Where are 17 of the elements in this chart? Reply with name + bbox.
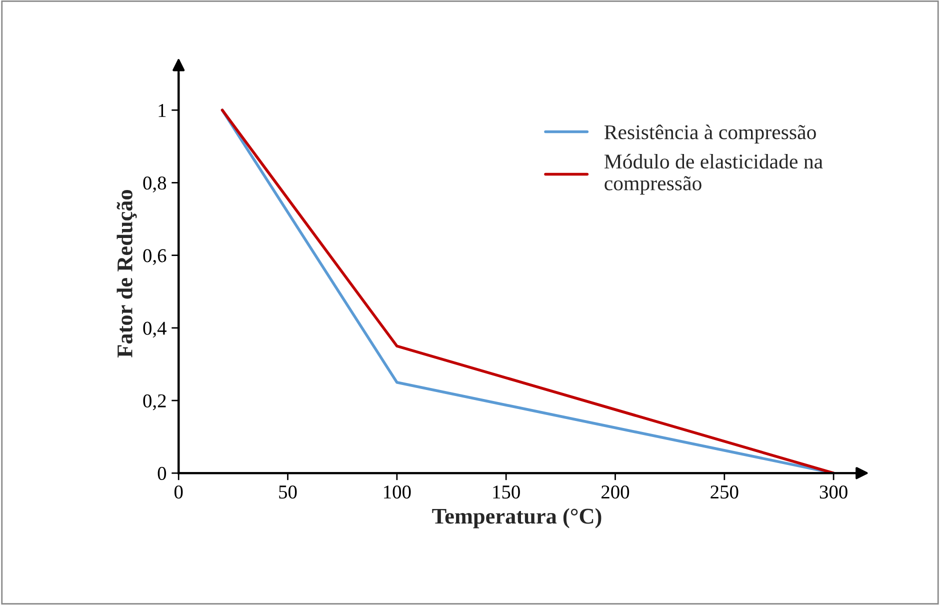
y-tick-label: 0 [158, 466, 166, 480]
y-tick-label: 0,8 [143, 176, 166, 192]
y-tick-label: 0,6 [143, 249, 166, 266]
legend-label: Módulo de elasticidade na compressão [604, 154, 823, 195]
x-tick-label: 150 [493, 485, 520, 499]
y-tick-label: 0,4 [143, 322, 166, 338]
y-tick-label: 0,2 [143, 394, 166, 410]
x-tick-label: 0 [174, 485, 183, 499]
x-tick-label: 300 [820, 485, 848, 499]
y-tick-label: 1 [158, 104, 166, 117]
x-tick-label: 250 [710, 485, 738, 499]
x-tick-label: 200 [602, 485, 630, 499]
x-tick-label: 50 [279, 485, 297, 499]
legend-label: Resistência à compressão [604, 124, 816, 144]
x-tick-label: 100 [384, 485, 411, 499]
x-axis-title: Temperatura (°C) [432, 508, 602, 528]
y-axis-title: Fator de Redução [116, 190, 137, 358]
